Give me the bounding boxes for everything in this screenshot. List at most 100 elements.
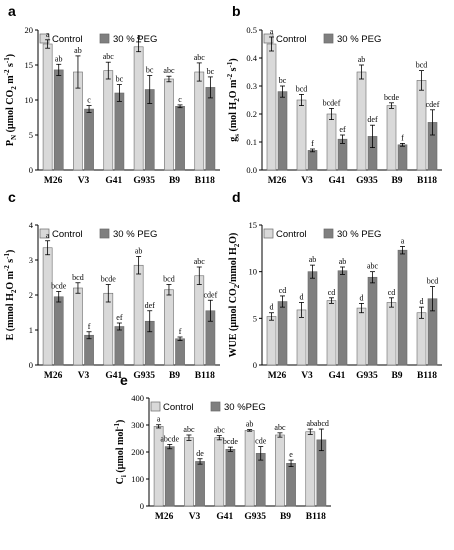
legend-label-control: Control — [276, 229, 307, 240]
y-tick-label: 1 — [29, 325, 33, 335]
legend-swatch-control — [39, 228, 50, 239]
bar-peg — [225, 448, 236, 507]
significance-letter: ef — [116, 313, 123, 322]
x-tick-label: G41 — [329, 176, 346, 186]
bar-control — [184, 437, 194, 507]
x-tick-label: G41 — [216, 512, 233, 522]
bar-control — [386, 302, 397, 366]
significance-letter: bc — [279, 76, 287, 85]
legend: Control 30 % PEG — [263, 228, 381, 240]
significance-letter: bcde — [384, 93, 400, 102]
panel-c: c 0 1 2 3 4 E (mmol H2O m-2 s-1) Control 30 % PE… — [3, 189, 220, 381]
significance-letter: de — [196, 449, 204, 458]
x-tick-label: V3 — [78, 176, 90, 186]
bar-peg — [84, 334, 94, 366]
y-tick-label: 0.4 — [246, 53, 257, 63]
y-axis-label: Ci (µmol mol-1) — [113, 420, 128, 485]
legend-label-control: Control — [163, 402, 194, 413]
y-tick-label: 400 — [131, 393, 144, 403]
bar-peg — [307, 271, 318, 366]
x-tick-label: G41 — [105, 371, 122, 381]
x-tick-label: V3 — [301, 176, 313, 186]
bar-peg — [164, 446, 175, 507]
significance-letter: a — [401, 236, 405, 245]
y-tick-label: 0.0 — [246, 165, 257, 175]
bar-control — [386, 105, 397, 171]
bar-control — [133, 46, 144, 171]
legend-swatch-peg — [323, 228, 334, 239]
bar-peg — [337, 138, 348, 171]
bar-control — [133, 264, 144, 366]
x-tick-label: G935 — [133, 371, 155, 381]
legend-swatch-control — [263, 228, 274, 239]
panel-letter: c — [8, 189, 16, 205]
significance-letter: bc — [207, 67, 215, 76]
bar-peg — [337, 270, 348, 366]
significance-letter: ab — [246, 420, 254, 429]
y-tick-label: 0.5 — [246, 25, 257, 35]
bar-peg — [84, 108, 94, 171]
bar-control — [416, 80, 427, 171]
significance-letter: ab — [339, 257, 347, 266]
significance-letter: bcd — [296, 84, 308, 93]
bar-control — [164, 289, 174, 366]
significance-letter: cdef — [204, 290, 218, 299]
bar-peg — [195, 461, 205, 507]
x-tick-label: B9 — [280, 512, 291, 522]
significance-letter: ab — [135, 247, 143, 256]
panel-letter: a — [8, 3, 16, 19]
significance-letter: ab — [307, 419, 315, 428]
y-tick-label: 0 — [29, 165, 33, 175]
bar-control — [266, 43, 277, 171]
x-tick-label: B118 — [306, 512, 326, 522]
legend-swatch-peg — [99, 33, 110, 44]
significance-letter: abcd — [314, 419, 329, 428]
x-tick-label: B118 — [195, 371, 215, 381]
significance-letter: d — [300, 292, 304, 301]
bar-control — [194, 275, 205, 366]
bar-control — [73, 287, 83, 366]
bar-control — [326, 300, 337, 366]
significance-letter: bcde — [223, 437, 239, 446]
significance-letter: abc — [194, 53, 206, 62]
panel-letter: e — [120, 372, 128, 388]
x-tick-label: G41 — [105, 176, 122, 186]
significance-letter: abc — [274, 423, 286, 432]
significance-letter: f — [311, 139, 314, 148]
bar-control — [103, 70, 114, 171]
y-tick-label: 0.3 — [246, 81, 257, 91]
y-tick-label: 20 — [25, 25, 34, 35]
legend-swatch-peg — [210, 401, 221, 412]
significance-letter: e — [289, 450, 293, 459]
y-tick-label: 4 — [29, 220, 34, 230]
legend-swatch-control — [263, 33, 274, 44]
y-axis-label: WUE (µmol CO2/mmol H2O) — [228, 233, 241, 358]
bar-peg — [114, 326, 125, 366]
significance-letter: abc — [163, 66, 175, 75]
significance-letter: cde — [255, 437, 267, 446]
significance-letter: bcd — [416, 61, 428, 70]
x-tick-label: V3 — [189, 512, 201, 522]
legend: Control 30 % PEG — [39, 228, 157, 240]
significance-letter: d — [270, 303, 274, 312]
bar-control — [42, 43, 53, 171]
bar-peg — [205, 87, 216, 171]
significance-letter: abc — [214, 426, 226, 435]
significance-letter: cd — [279, 286, 287, 295]
significance-letter: bcd — [72, 273, 84, 282]
x-tick-label: G935 — [133, 176, 155, 186]
bar-peg — [307, 150, 318, 171]
bar-control — [296, 99, 307, 171]
legend-label-peg: 30 % PEG — [113, 34, 157, 45]
significance-letter: d — [360, 293, 364, 302]
legend-label-control: Control — [52, 34, 83, 45]
x-tick-label: B9 — [391, 176, 402, 186]
y-tick-label: 10 — [25, 95, 34, 105]
y-tick-label: 15 — [249, 220, 258, 230]
y-axis-label: PN (µmol CO2 m-2 s-1) — [3, 54, 18, 146]
legend-label-peg: 30 % PEG — [337, 229, 381, 240]
bar-control — [296, 309, 307, 366]
significance-letter: f — [88, 322, 91, 331]
bar-control — [214, 437, 225, 507]
legend-swatch-peg — [99, 228, 110, 239]
